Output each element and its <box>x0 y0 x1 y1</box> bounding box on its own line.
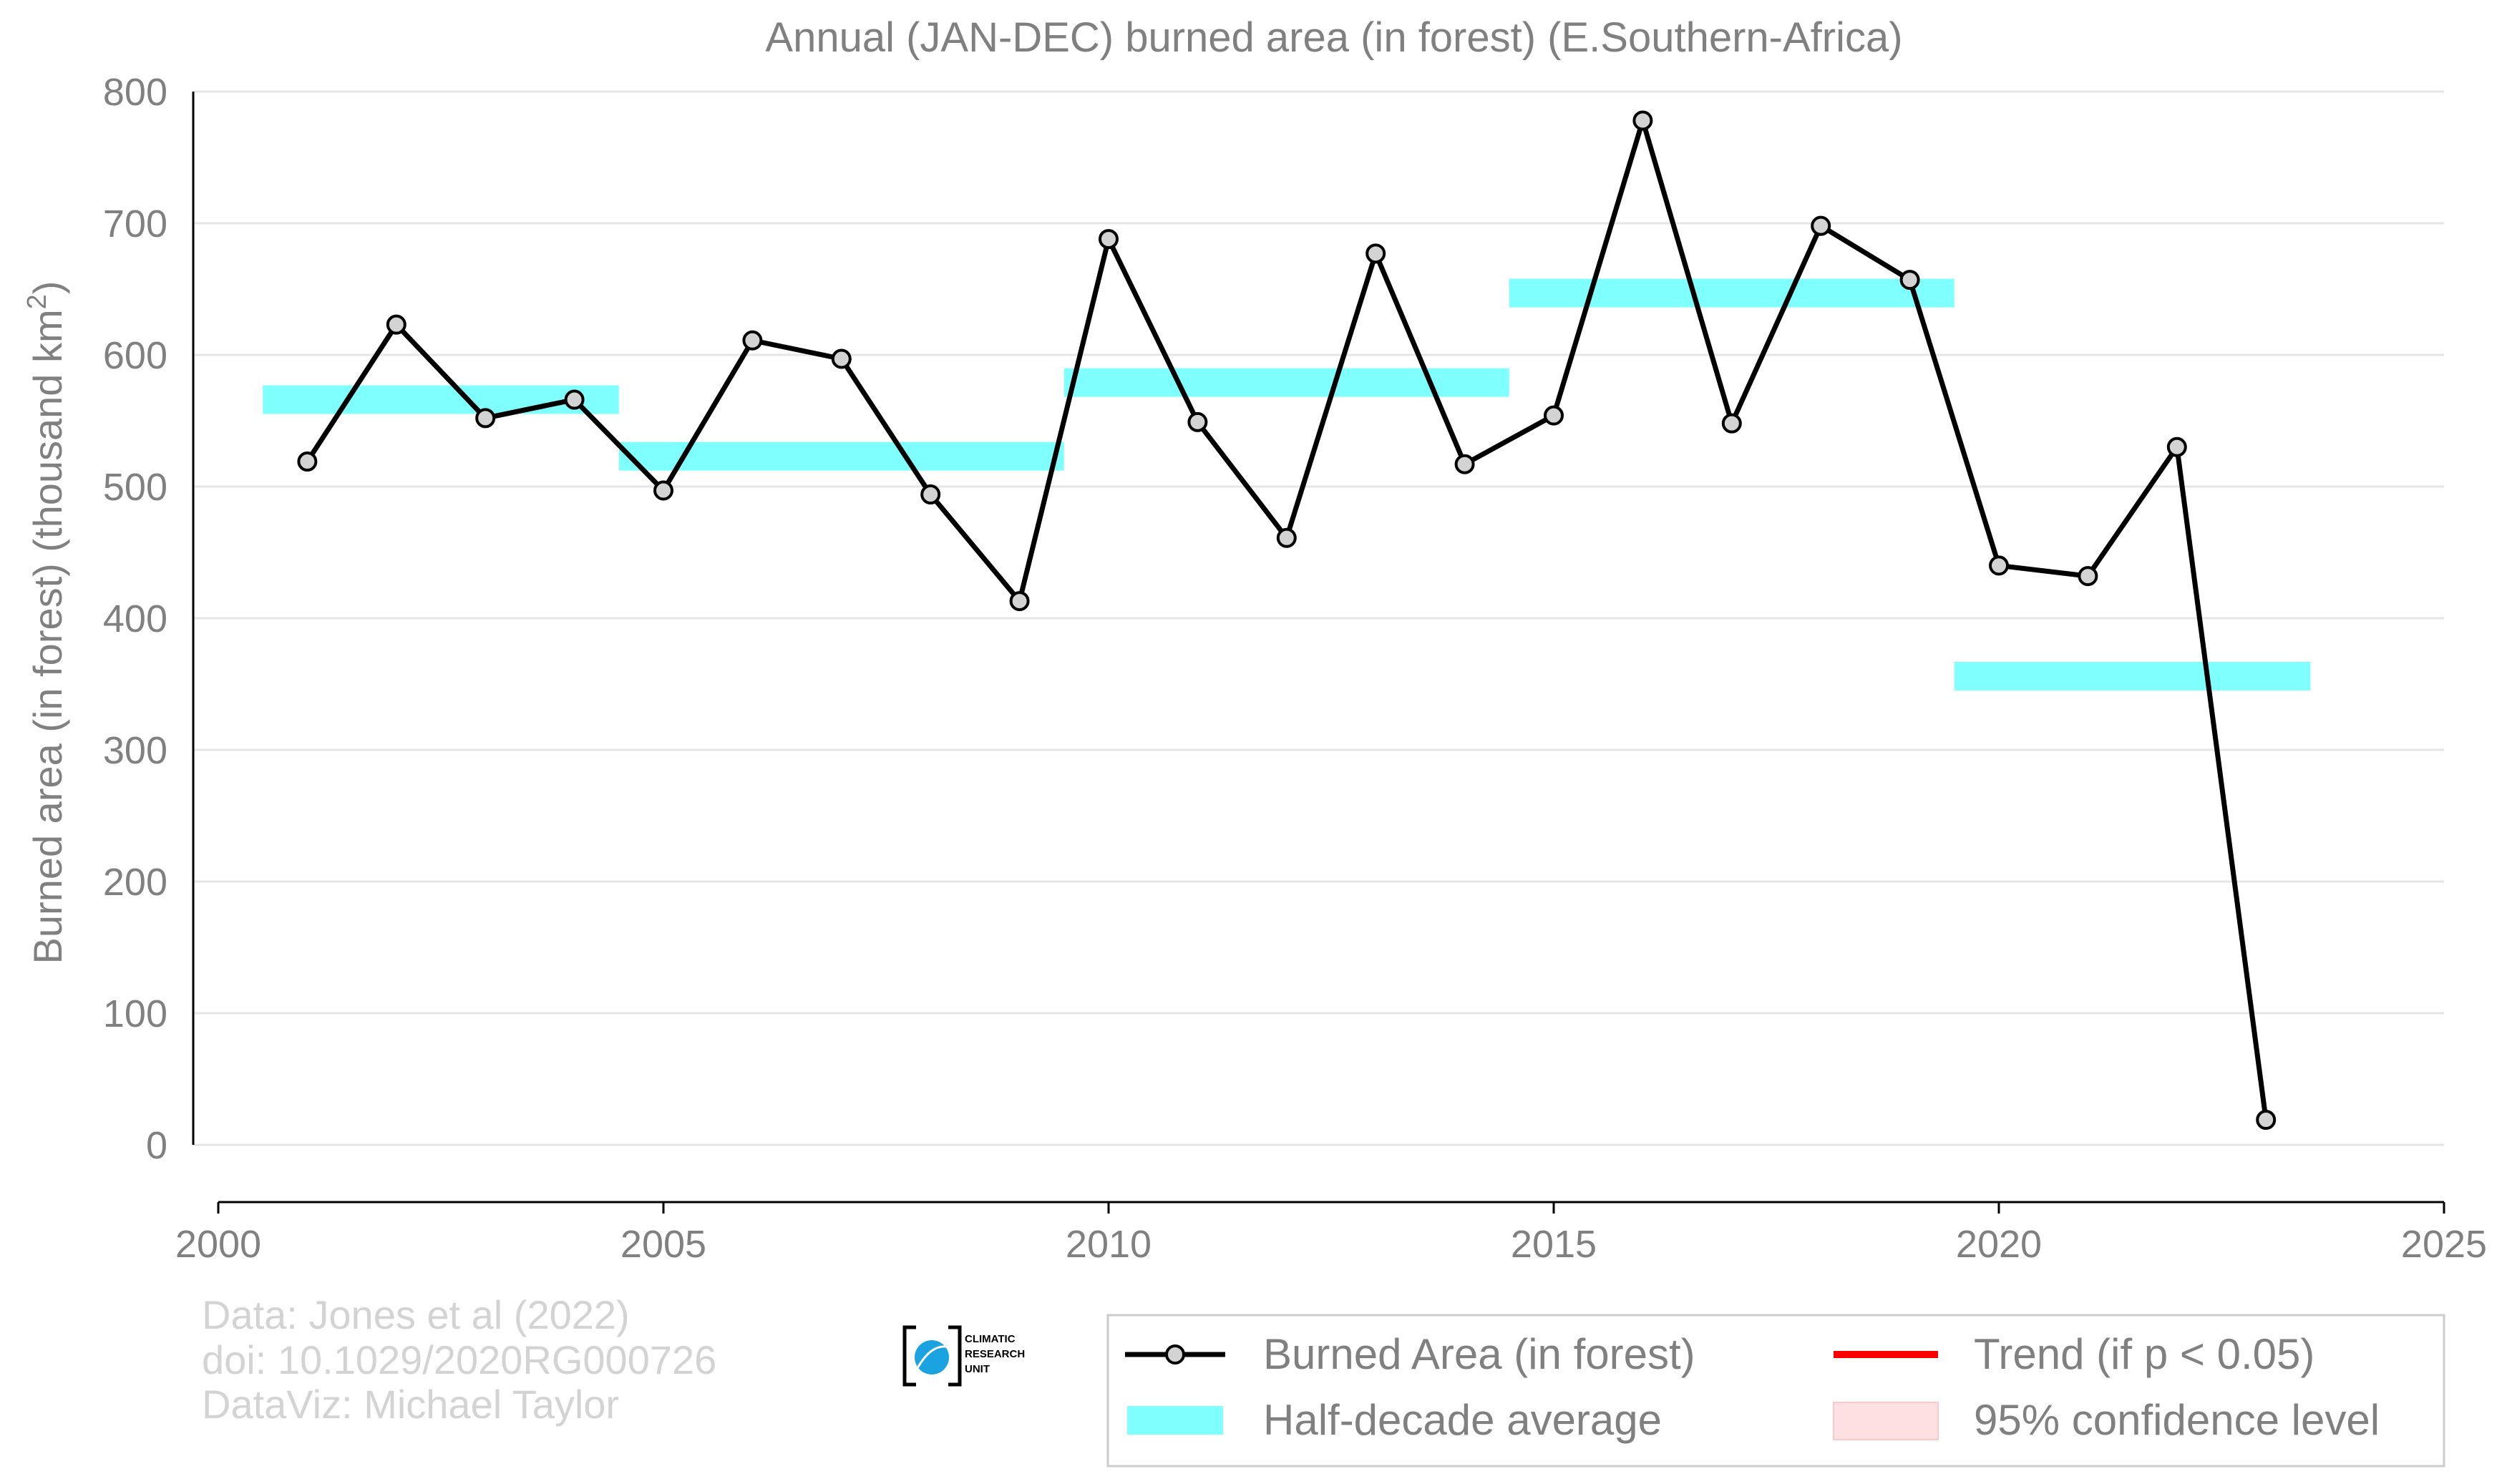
data-point-2010 <box>1099 229 1119 250</box>
data-point-2001 <box>297 451 318 472</box>
y-axis-label-main: Burned area (in forest) (thousand km <box>25 309 70 964</box>
chart-title: Annual (JAN-DEC) burned area (in forest)… <box>765 14 1902 61</box>
x-tick-label-2010: 2010 <box>1066 1223 1152 1266</box>
y-tick-label-400: 400 <box>103 597 167 640</box>
legend-burned-area-label: Burned Area (in forest) <box>1263 1330 1695 1378</box>
gridlines <box>193 90 2444 1146</box>
half-decade-band-4 <box>1954 661 2311 690</box>
legend-half-decade-swatch <box>1127 1406 1223 1435</box>
y-tick-label-0: 0 <box>146 1124 167 1167</box>
y-tick-label-500: 500 <box>103 466 167 509</box>
x-tick-labels: 2000 2005 2010 2015 2020 2025 <box>175 1223 2487 1266</box>
legend-box <box>1106 1314 2445 1468</box>
half-decade-band-2 <box>1063 368 1509 397</box>
data-point-2015 <box>1544 405 1564 426</box>
series-line <box>305 117 2269 1121</box>
half-decade-average-bands <box>263 278 2311 690</box>
data-point-2005 <box>653 480 673 501</box>
half-decade-band-1 <box>618 441 1064 471</box>
y-tick-label-100: 100 <box>103 992 167 1035</box>
data-point-2006 <box>742 330 763 351</box>
logo-bracket-right <box>948 1325 962 1387</box>
legend-confidence-label: 95% confidence level <box>1974 1396 2380 1444</box>
logo-bracket-left <box>902 1325 916 1387</box>
legend-confidence-swatch <box>1833 1402 1939 1440</box>
data-point-2021 <box>2078 566 2098 587</box>
data-point-2017 <box>1721 413 1742 434</box>
logo-swoosh <box>916 1345 947 1369</box>
cru-logo: CLIMATIC RESEARCH UNIT <box>902 1325 1025 1387</box>
data-point-2012 <box>1276 527 1297 548</box>
credit-dataviz: DataViz: Michael Taylor <box>202 1382 619 1427</box>
data-point-2011 <box>1187 411 1208 432</box>
data-point-2019 <box>1899 270 1920 291</box>
y-tick-label-700: 700 <box>103 202 167 245</box>
x-tick-label-2000: 2000 <box>175 1223 261 1266</box>
y-tick-label-600: 600 <box>103 334 167 377</box>
data-point-2016 <box>1632 110 1653 131</box>
x-tick-label-2005: 2005 <box>620 1223 706 1266</box>
x-tick-label-2020: 2020 <box>1956 1223 2042 1266</box>
data-point-2020 <box>1989 555 2009 576</box>
y-tick-label-300: 300 <box>103 729 167 772</box>
globe-icon <box>915 1340 949 1375</box>
legend: Burned Area (in forest) Trend (if p < 0.… <box>1106 1314 2445 1468</box>
legend-burned-area-marker <box>1165 1344 1185 1365</box>
axes <box>192 92 2445 1214</box>
logo-text-line3: UNIT <box>965 1363 990 1375</box>
logo-text-line1: CLIMATIC <box>965 1333 1016 1345</box>
y-tick-labels: 0 100 200 300 400 500 600 700 800 <box>103 71 167 1167</box>
credit-data: Data: Jones et al (2022) <box>202 1292 630 1337</box>
data-point-2023 <box>2256 1110 2277 1131</box>
burned-area-series <box>297 110 2277 1131</box>
legend-trend-label: Trend (if p < 0.05) <box>1974 1330 2314 1378</box>
y-axis-label-superscript: 2 <box>22 294 52 309</box>
half-decade-band-3 <box>1509 278 1954 308</box>
data-point-2022 <box>2166 436 2187 457</box>
y-axis-label-end: ) <box>25 281 70 295</box>
data-point-2014 <box>1454 454 1475 474</box>
data-point-2007 <box>831 348 852 369</box>
y-tick-label-200: 200 <box>103 861 167 904</box>
x-tick-label-2015: 2015 <box>1511 1223 1597 1266</box>
credits: Data: Jones et al (2022) doi: 10.1029/20… <box>202 1292 716 1427</box>
data-point-2009 <box>1009 591 1030 612</box>
legend-half-decade-label: Half-decade average <box>1263 1396 1662 1444</box>
data-point-2018 <box>1811 215 1831 236</box>
x-tick-label-2025: 2025 <box>2401 1223 2487 1266</box>
credit-doi: doi: 10.1029/2020RG000726 <box>202 1337 716 1382</box>
data-point-2008 <box>920 484 941 505</box>
data-point-2013 <box>1365 243 1386 264</box>
data-point-2003 <box>475 408 496 429</box>
data-point-2004 <box>564 389 585 410</box>
logo-text-line2: RESEARCH <box>965 1348 1025 1360</box>
y-tick-label-800: 800 <box>103 71 167 114</box>
half-decade-band-0 <box>263 385 619 414</box>
y-axis-label: Burned area (in forest) (thousand km2) <box>22 281 70 965</box>
data-point-2002 <box>386 314 407 335</box>
